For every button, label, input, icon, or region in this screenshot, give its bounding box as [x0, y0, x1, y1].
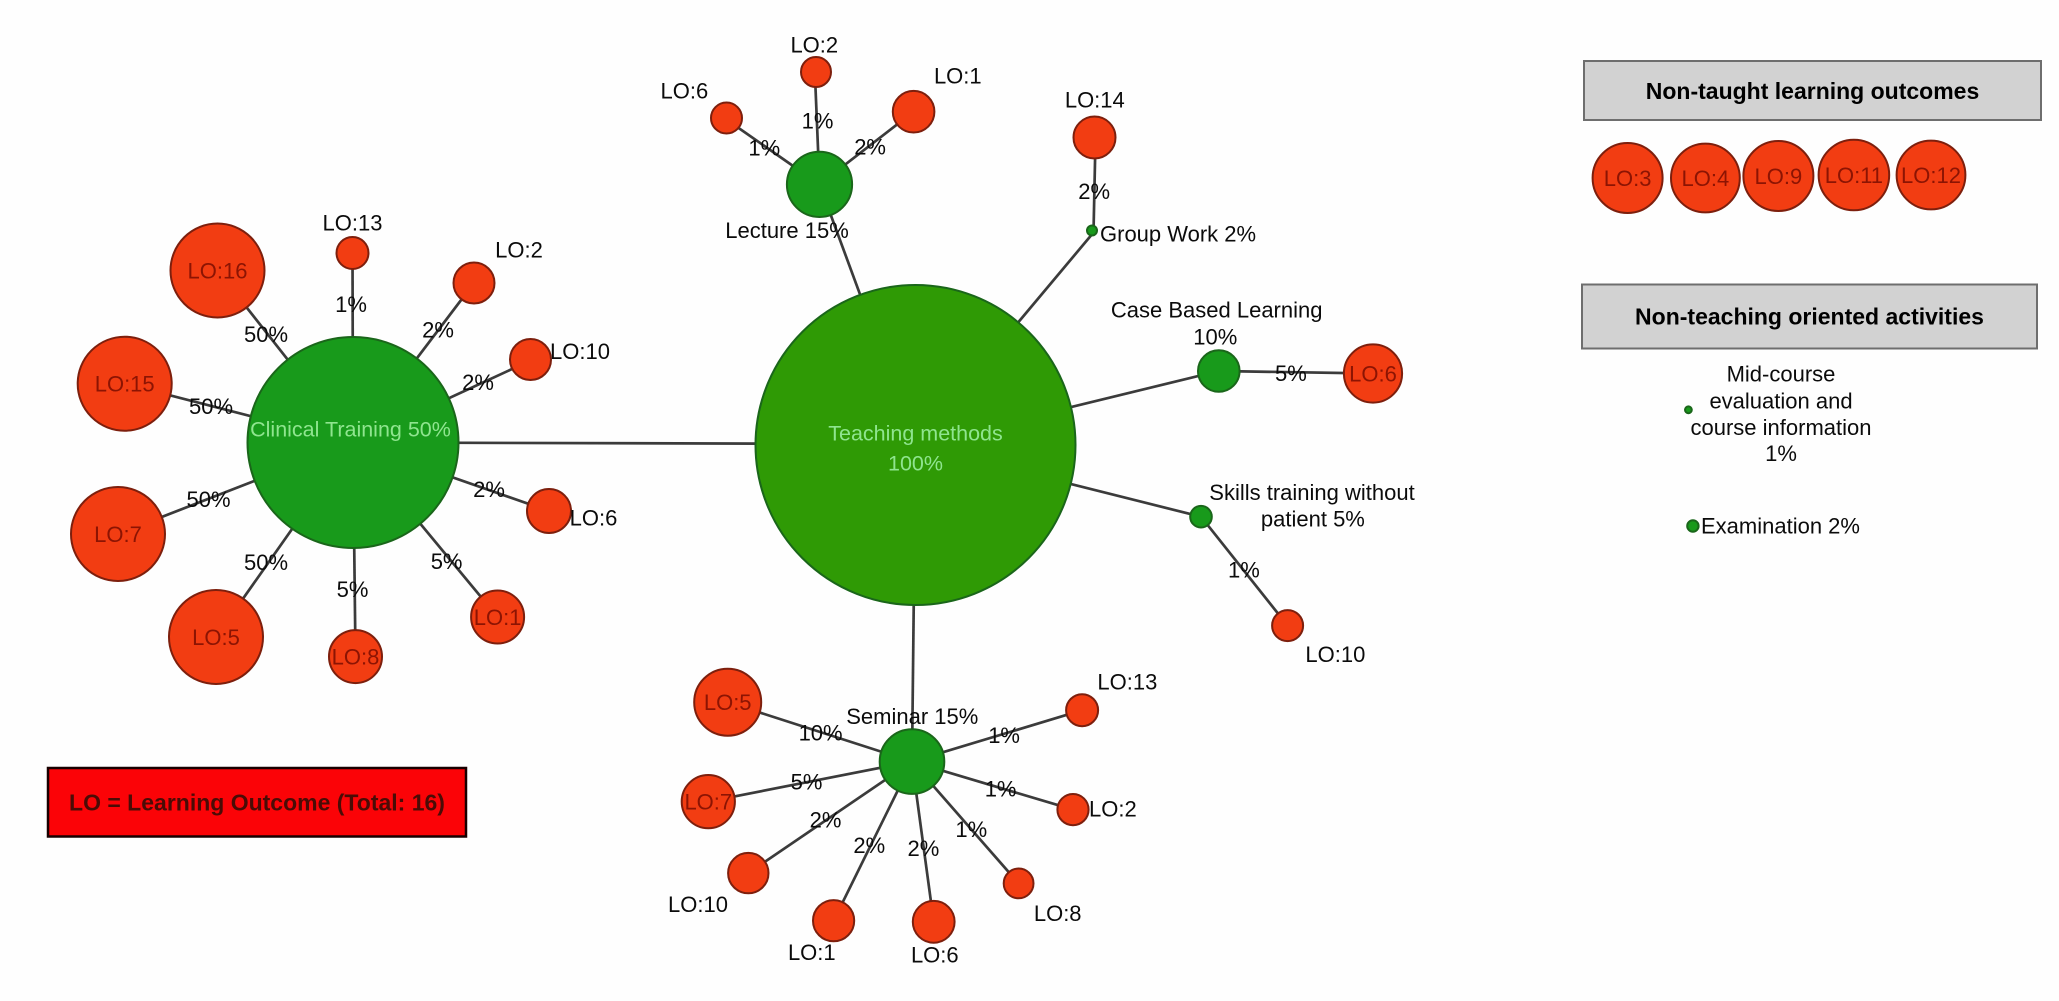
- svg-text:LO:3: LO:3: [1604, 166, 1652, 191]
- svg-text:LO:8: LO:8: [332, 645, 380, 670]
- svg-text:50%: 50%: [244, 550, 288, 575]
- svg-text:1%: 1%: [335, 292, 367, 317]
- svg-text:LO:16: LO:16: [188, 259, 248, 284]
- svg-text:LO = Learning Outcome (Total:: LO = Learning Outcome (Total: 16): [69, 790, 445, 816]
- svg-text:1%: 1%: [748, 136, 780, 161]
- svg-text:LO:11: LO:11: [1825, 163, 1883, 188]
- svg-text:LO:9: LO:9: [1755, 164, 1803, 189]
- svg-text:5%: 5%: [791, 769, 823, 794]
- svg-text:LO:2: LO:2: [495, 238, 543, 263]
- svg-text:2%: 2%: [473, 477, 505, 502]
- svg-text:10%: 10%: [799, 721, 843, 746]
- svg-text:Non-taught learning outcomes: Non-taught learning outcomes: [1646, 78, 1980, 104]
- svg-text:patient 5%: patient 5%: [1261, 507, 1365, 532]
- svg-text:1%: 1%: [1228, 558, 1260, 583]
- svg-text:2%: 2%: [462, 370, 494, 395]
- svg-text:1%: 1%: [988, 723, 1020, 748]
- svg-text:LO:13: LO:13: [1097, 670, 1157, 695]
- svg-text:2%: 2%: [853, 833, 885, 858]
- svg-text:LO:5: LO:5: [192, 625, 240, 650]
- svg-text:Skills training without: Skills training without: [1209, 480, 1414, 505]
- svg-text:Group Work 2%: Group Work 2%: [1100, 222, 1256, 247]
- svg-text:50%: 50%: [189, 394, 233, 419]
- svg-text:1%: 1%: [1765, 441, 1797, 466]
- svg-text:Clinical Training 50%: Clinical Training 50%: [250, 418, 451, 442]
- svg-text:LO:15: LO:15: [95, 372, 155, 397]
- svg-text:LO:6: LO:6: [570, 506, 618, 531]
- svg-text:LO:14: LO:14: [1065, 88, 1125, 113]
- svg-text:50%: 50%: [186, 487, 230, 512]
- svg-text:LO:10: LO:10: [668, 892, 728, 917]
- svg-text:LO:4: LO:4: [1682, 166, 1730, 191]
- svg-text:1%: 1%: [802, 108, 834, 133]
- svg-text:2%: 2%: [908, 836, 940, 861]
- svg-text:LO:10: LO:10: [1305, 642, 1365, 667]
- svg-text:LO:6: LO:6: [661, 78, 709, 103]
- svg-text:Case Based Learning: Case Based Learning: [1111, 298, 1323, 323]
- svg-text:course information: course information: [1691, 415, 1872, 440]
- svg-text:LO:2: LO:2: [1089, 797, 1137, 822]
- svg-text:1%: 1%: [985, 777, 1017, 802]
- svg-text:LO:8: LO:8: [1034, 901, 1082, 926]
- svg-text:LO:10: LO:10: [550, 339, 610, 364]
- svg-text:LO:13: LO:13: [323, 211, 383, 236]
- svg-text:Seminar 15%: Seminar 15%: [846, 704, 978, 729]
- svg-text:LO:7: LO:7: [94, 522, 142, 547]
- svg-text:LO:7: LO:7: [684, 790, 732, 815]
- svg-text:1%: 1%: [955, 817, 987, 842]
- svg-text:2%: 2%: [810, 807, 842, 832]
- svg-text:100%: 100%: [888, 452, 943, 476]
- svg-text:5%: 5%: [431, 549, 463, 574]
- svg-text:Mid-course: Mid-course: [1727, 362, 1836, 387]
- svg-text:LO:12: LO:12: [1901, 163, 1961, 188]
- svg-text:Examination 2%: Examination 2%: [1701, 514, 1860, 539]
- svg-text:2%: 2%: [1078, 179, 1110, 204]
- svg-text:2%: 2%: [422, 318, 454, 343]
- svg-text:5%: 5%: [337, 577, 369, 602]
- svg-text:LO:1: LO:1: [934, 64, 982, 89]
- svg-text:5%: 5%: [1275, 361, 1307, 386]
- svg-text:Non-teaching oriented activiti: Non-teaching oriented activities: [1635, 304, 1984, 330]
- svg-text:LO:2: LO:2: [790, 32, 838, 57]
- svg-text:Teaching methods: Teaching methods: [828, 422, 1003, 446]
- svg-text:Lecture 15%: Lecture 15%: [725, 218, 849, 243]
- svg-text:LO:5: LO:5: [704, 690, 752, 715]
- svg-text:LO:6: LO:6: [1349, 362, 1397, 387]
- svg-text:LO:6: LO:6: [911, 943, 959, 968]
- svg-text:10%: 10%: [1193, 325, 1237, 350]
- svg-text:2%: 2%: [854, 134, 886, 159]
- svg-text:evaluation and: evaluation and: [1709, 389, 1852, 414]
- svg-text:LO:1: LO:1: [474, 605, 522, 630]
- svg-text:LO:1: LO:1: [788, 940, 836, 965]
- svg-text:50%: 50%: [244, 322, 288, 347]
